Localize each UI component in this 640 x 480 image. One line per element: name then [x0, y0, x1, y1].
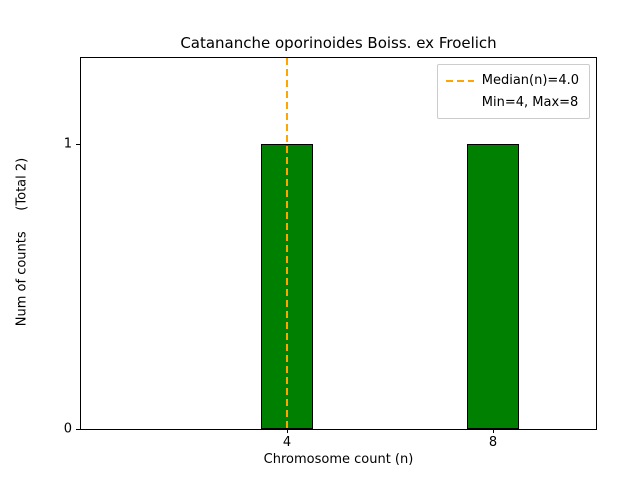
- legend: Median(n)=4.0 Min=4, Max=8: [436, 64, 590, 119]
- x-tick-label: 8: [488, 435, 498, 450]
- legend-entry-median: Median(n)=4.0: [445, 72, 579, 89]
- y-tick-mark: [76, 429, 80, 430]
- chart-title: Catananche oporinoides Boiss. ex Froelic…: [180, 34, 497, 52]
- y-tick-label: 1: [63, 136, 72, 152]
- y-tick-mark: [76, 143, 80, 145]
- bar-n8: [467, 143, 519, 429]
- median-line-sample-icon: [445, 79, 474, 82]
- legend-blank-sample: [446, 102, 474, 104]
- x-tick-mark: [287, 429, 288, 433]
- x-tick-mark: [493, 429, 494, 433]
- plot-area: 4 8 0 1 Median(n)=4.0 Min=4, Max=8: [64, 57, 597, 450]
- y-axis-label: Num of counts (Total 2): [14, 157, 30, 327]
- legend-entry-minmax: Min=4, Max=8: [446, 94, 579, 111]
- legend-label-median: Median(n)=4.0: [481, 73, 579, 88]
- x-axis-label: Chromosome count (n): [263, 452, 414, 467]
- legend-label-minmax: Min=4, Max=8: [481, 95, 579, 110]
- y-tick-label: 0: [63, 421, 72, 437]
- x-tick-label: 4: [282, 435, 292, 450]
- median-line: [286, 58, 288, 429]
